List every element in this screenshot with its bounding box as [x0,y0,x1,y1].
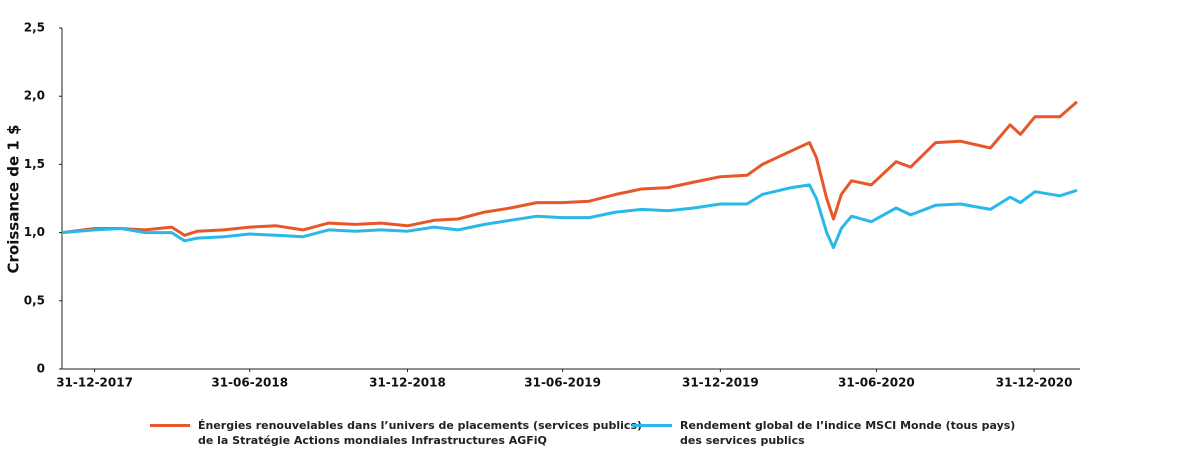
x-tick-label: 31-12-2017 [56,376,133,390]
legend-label: Énergies renouvelables dans l’univers de… [198,419,643,447]
x-tick-label: 31-12-2019 [682,376,759,390]
legend-item: Rendement global de l’indice MSCI Monde … [632,418,1040,448]
y-tick-label: 2,5 [24,21,45,35]
legend-swatch [632,424,672,427]
legend-label: Rendement global de l’indice MSCI Monde … [680,419,1016,447]
x-tick-label: 31-12-2020 [996,376,1073,390]
x-tick-label: 31-06-2019 [524,376,601,390]
y-tick-label: 0,5 [24,293,45,307]
y-tick-label: 1,5 [24,157,45,171]
x-tick-label: 31-12-2018 [369,376,446,390]
x-tick-label: 31-06-2018 [211,376,288,390]
y-tick-label: 0 [37,362,45,376]
legend-swatch [150,424,190,427]
chart: Croissance de 1 $ 0 0,5 1,0 1,5 2,0 2,5 31-12-… [5,21,1080,390]
series-line [61,183,1078,250]
x-tick-label: 31-06-2020 [838,376,915,390]
y-tick-label: 2,0 [24,89,45,103]
series-line [61,100,1078,237]
y-tick-label: 1,0 [24,225,45,239]
legend-item: Énergies renouvelables dans l’univers de… [150,418,653,448]
y-axis-label: Croissance de 1 $ [5,124,23,273]
